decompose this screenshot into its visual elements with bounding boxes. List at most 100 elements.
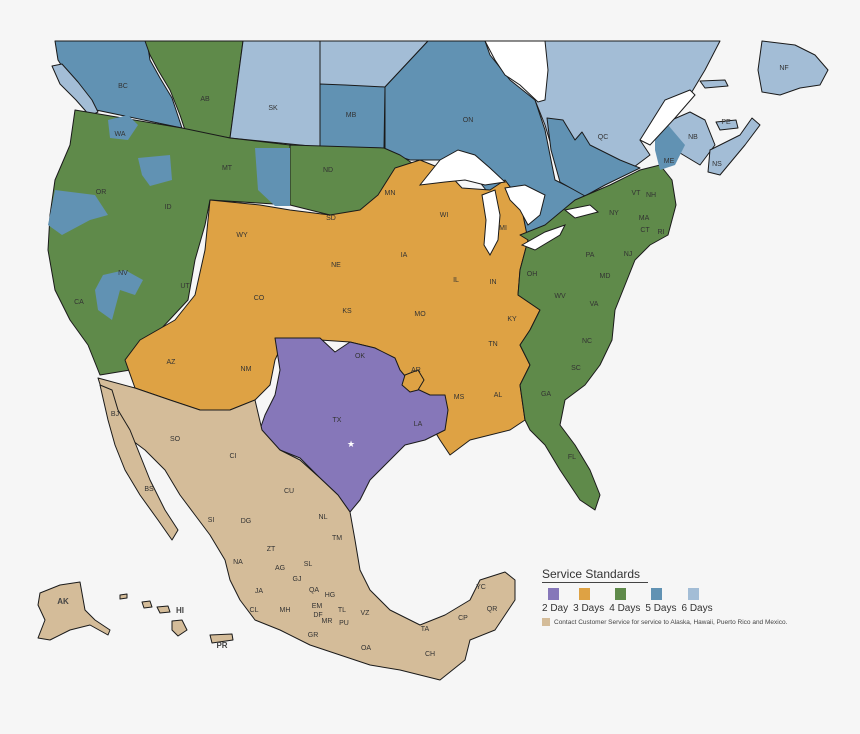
region-label-mt: MT <box>222 165 233 172</box>
legend-swatch-2-day <box>548 588 559 600</box>
patch-mt <box>255 148 290 206</box>
region-label-ag: AG <box>275 565 285 572</box>
region-label-sd: SD <box>326 215 336 222</box>
legend-swatch-contact <box>542 618 550 626</box>
region-label-in: IN <box>490 279 497 286</box>
legend-label: 4 Days <box>609 603 641 614</box>
legend-note: Contact Customer Service for service to … <box>542 618 842 626</box>
region-label-ca: CA <box>74 299 84 306</box>
patch-me <box>655 125 685 170</box>
region-label-az: AZ <box>167 359 177 366</box>
region-labels: BC AB SK MB ON QC NB PE NS NF WA OR CA NV ID MT WY UT AZ CO… <box>57 65 788 658</box>
region-label-co: CO <box>254 295 265 302</box>
region-label-so: SO <box>170 436 181 443</box>
region-hi-4 <box>171 619 188 637</box>
region-label-mr: MR <box>322 618 333 625</box>
region-label-nj: NJ <box>624 251 633 258</box>
region-hi-1 <box>119 593 128 600</box>
region-label-qr: QR <box>487 606 498 613</box>
legend-label: 2 Day <box>542 603 569 614</box>
region-label-wv: WV <box>554 293 566 300</box>
region-label-si: SI <box>208 517 215 524</box>
region-label-pu: PU <box>339 620 349 627</box>
region-label-nh: NH <box>646 192 656 199</box>
region-label-nd: ND <box>323 167 333 174</box>
st-lawrence <box>639 89 696 146</box>
region-label-sk: SK <box>268 105 278 112</box>
legend: Service Standards 2 Day 3 Days 4 Days 5 … <box>542 565 842 626</box>
region-vancouver-island <box>51 63 99 117</box>
region-qc-south <box>546 117 641 197</box>
region-nf <box>757 40 829 96</box>
region-ar-3day-area <box>401 369 425 393</box>
region-ns <box>707 117 761 176</box>
patch-nv <box>95 270 143 320</box>
region-label-cp: CP <box>458 615 468 622</box>
region-label-id: ID <box>165 204 172 211</box>
region-label-ar: AR <box>411 367 421 374</box>
region-label-mi: MI <box>499 225 507 232</box>
lake-huron <box>504 184 546 226</box>
patch-wa <box>108 115 138 140</box>
patch-or <box>48 190 108 235</box>
region-baja <box>99 384 179 541</box>
region-sk <box>229 40 321 148</box>
region-label-or: OR <box>96 189 107 196</box>
region-label-ma: MA <box>639 215 650 222</box>
region-label-mh: MH <box>280 607 291 614</box>
region-label-ms: MS <box>454 394 465 401</box>
region-label-cl: CL <box>250 607 259 614</box>
region-label-wy: WY <box>236 232 248 239</box>
region-pe <box>715 119 739 131</box>
region-label-va: VA <box>590 301 599 308</box>
legend-swatch-3-days <box>579 588 591 600</box>
patch-id <box>138 155 172 186</box>
region-label-zt: ZT <box>267 546 276 553</box>
region-label-il: IL <box>453 277 459 284</box>
mexico-region <box>97 377 516 681</box>
region-label-vt: VT <box>632 190 642 197</box>
region-label-bj: BJ <box>111 411 119 418</box>
region-label-ta: TA <box>421 626 430 633</box>
region-label-sl: SL <box>304 561 313 568</box>
region-label-ne: NE <box>331 262 341 269</box>
lake-erie <box>520 224 566 251</box>
region-label-nf: NF <box>779 65 788 72</box>
region-label-nb: NB <box>688 134 698 141</box>
region-label-ut: UT <box>180 283 190 290</box>
legend-note-text: Contact Customer Service for service to … <box>554 618 788 626</box>
legend-swatches: 2 Day 3 Days 4 Days 5 Days 6 Days <box>542 588 842 614</box>
region-label-pa: PA <box>586 252 595 259</box>
region-label-wa: WA <box>114 131 125 138</box>
region-label-wi: WI <box>440 212 449 219</box>
region-hi-2 <box>141 600 153 609</box>
region-label-nl: NL <box>319 514 328 521</box>
region-label-hi: HI <box>176 606 184 615</box>
region-label-gj: GJ <box>293 576 302 583</box>
region-label-oh: OH <box>527 271 538 278</box>
region-label-ab: AB <box>200 96 210 103</box>
canada-regions <box>51 40 829 236</box>
region-label-hg: HG <box>325 592 336 599</box>
legend-label: 3 Days <box>573 603 605 614</box>
legend-label: 6 Days <box>681 603 713 614</box>
region-label-ch: CH <box>425 651 435 658</box>
non-contiguous <box>37 581 234 644</box>
legend-swatch-4-days <box>615 588 627 600</box>
legend-item-4-days: 4 Days <box>609 588 640 614</box>
region-label-me: ME <box>664 158 675 165</box>
five-day-patches <box>48 115 685 320</box>
region-label-df: DF <box>313 612 322 619</box>
legend-item-6-days: 6 Days <box>682 588 713 614</box>
region-label-ga: GA <box>541 391 551 398</box>
region-anticosti <box>699 79 729 89</box>
region-label-ri: RI <box>658 229 665 236</box>
region-label-bs: BS <box>144 486 154 493</box>
region-label-qc: QC <box>598 134 609 141</box>
region-label-ak: AK <box>57 597 69 606</box>
region-label-ja: JA <box>255 588 264 595</box>
region-label-bc: BC <box>118 83 128 90</box>
region-ak <box>37 581 111 641</box>
region-label-ky: KY <box>507 316 517 323</box>
